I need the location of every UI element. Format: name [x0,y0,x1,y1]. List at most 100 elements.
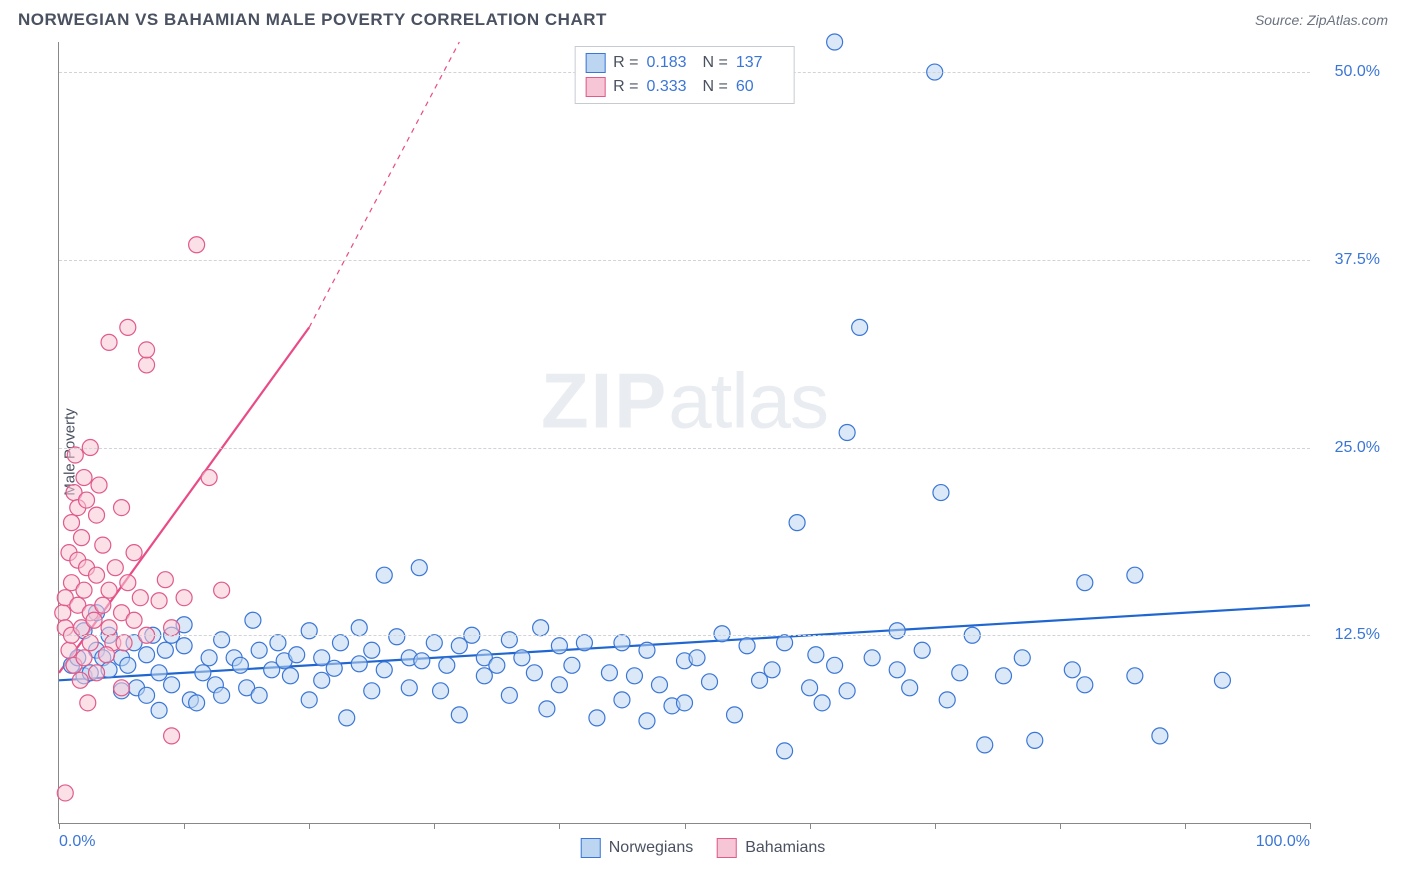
chart-title: NORWEGIAN VS BAHAMIAN MALE POVERTY CORRE… [18,10,607,30]
point-bahamians [72,672,88,688]
xtick [559,823,560,829]
point-norwegians [151,702,167,718]
point-norwegians [714,626,730,642]
point-norwegians [332,635,348,651]
point-norwegians [251,642,267,658]
correlation-legend: R = 0.183 N = 137 R = 0.333 N = 60 [574,46,795,104]
xtick [59,823,60,829]
xtick-label: 0.0% [59,833,95,851]
xtick [1310,823,1311,829]
point-bahamians [74,530,90,546]
point-norwegians [411,560,427,576]
point-norwegians [314,672,330,688]
swatch-blue-icon [581,838,601,858]
point-norwegians [827,657,843,673]
gridline-h [59,448,1310,449]
point-norwegians [433,683,449,699]
point-bahamians [91,477,107,493]
point-norwegians [933,485,949,501]
point-norwegians [376,567,392,583]
point-bahamians [101,334,117,350]
point-norwegians [889,662,905,678]
point-norwegians [864,650,880,666]
point-norwegians [939,692,955,708]
point-norwegians [364,642,380,658]
point-norwegians [689,650,705,666]
xtick [935,823,936,829]
xtick [685,823,686,829]
point-norwegians [301,623,317,639]
point-norwegians [214,632,230,648]
point-norwegians [439,657,455,673]
point-bahamians [201,470,217,486]
trendline-ext-bahamians [309,42,459,327]
point-bahamians [139,342,155,358]
point-norwegians [526,665,542,681]
point-norwegians [777,635,793,651]
point-bahamians [189,237,205,253]
legend-item-bahamians: Bahamians [717,838,825,858]
point-bahamians [86,612,102,628]
ytick-label: 12.5% [1320,626,1380,644]
point-norwegians [139,647,155,663]
point-bahamians [61,642,77,658]
point-norwegians [601,665,617,681]
point-norwegians [1077,677,1093,693]
point-norwegians [195,665,211,681]
point-norwegians [401,680,417,696]
point-norwegians [1152,728,1168,744]
point-norwegians [376,662,392,678]
point-bahamians [82,635,98,651]
point-bahamians [157,572,173,588]
point-bahamians [139,357,155,373]
gridline-h [59,635,1310,636]
point-norwegians [1214,672,1230,688]
xtick [810,823,811,829]
point-norwegians [827,34,843,50]
point-bahamians [67,447,83,463]
n-value-norwegians: 137 [736,51,784,75]
point-norwegians [789,515,805,531]
point-norwegians [282,668,298,684]
point-norwegians [351,620,367,636]
point-bahamians [79,492,95,508]
point-bahamians [116,635,132,651]
point-norwegians [326,660,342,676]
point-bahamians [164,728,180,744]
legend-row-bahamians: R = 0.333 N = 60 [585,75,784,99]
point-bahamians [176,590,192,606]
point-bahamians [95,597,111,613]
point-norwegians [551,677,567,693]
point-norwegians [533,620,549,636]
point-bahamians [57,785,73,801]
point-norwegians [651,677,667,693]
point-norwegians [414,653,430,669]
point-bahamians [101,582,117,598]
point-norwegians [952,665,968,681]
point-norwegians [614,635,630,651]
point-bahamians [95,537,111,553]
point-norwegians [201,650,217,666]
point-norwegians [189,695,205,711]
swatch-pink-icon [717,838,737,858]
point-norwegians [802,680,818,696]
point-bahamians [76,470,92,486]
series-legend: Norwegians Bahamians [581,838,826,858]
point-norwegians [364,683,380,699]
point-norwegians [1064,662,1080,678]
point-bahamians [89,665,105,681]
point-bahamians [126,545,142,561]
point-bahamians [214,582,230,598]
point-norwegians [351,656,367,672]
point-norwegians [576,635,592,651]
xtick [1185,823,1186,829]
swatch-blue [585,53,605,73]
point-norwegians [389,629,405,645]
point-norwegians [289,647,305,663]
point-norwegians [551,638,567,654]
point-bahamians [64,515,80,531]
xtick [434,823,435,829]
point-bahamians [151,593,167,609]
point-bahamians [120,575,136,591]
xtick [184,823,185,829]
